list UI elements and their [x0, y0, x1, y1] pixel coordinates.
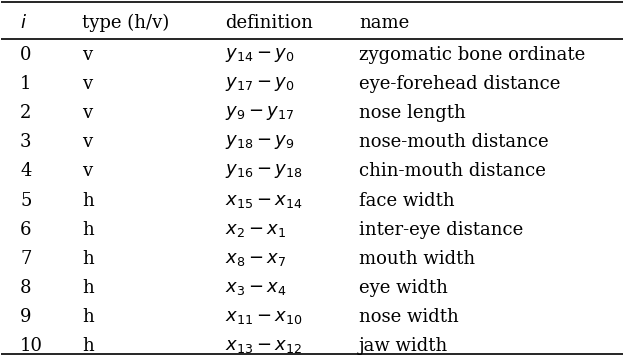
- Text: eye-forehead distance: eye-forehead distance: [359, 75, 560, 93]
- Text: $x_{8} - x_{7}$: $x_{8} - x_{7}$: [225, 250, 287, 268]
- Text: 10: 10: [20, 337, 43, 355]
- Text: $y_{16} - y_{18}$: $y_{16} - y_{18}$: [225, 162, 303, 180]
- Text: 3: 3: [20, 133, 31, 151]
- Text: $x_{2} - x_{1}$: $x_{2} - x_{1}$: [225, 221, 287, 239]
- Text: 4: 4: [20, 162, 31, 180]
- Text: $y_{17} - y_{0}$: $y_{17} - y_{0}$: [225, 75, 295, 93]
- Text: $x_{11} - x_{10}$: $x_{11} - x_{10}$: [225, 308, 303, 326]
- Text: zygomatic bone ordinate: zygomatic bone ordinate: [359, 46, 585, 64]
- Text: v: v: [82, 75, 92, 93]
- Text: $x_{13} - x_{12}$: $x_{13} - x_{12}$: [225, 337, 302, 355]
- Text: inter-eye distance: inter-eye distance: [359, 221, 523, 239]
- Text: nose-mouth distance: nose-mouth distance: [359, 133, 548, 151]
- Text: 8: 8: [20, 279, 31, 297]
- Text: 7: 7: [20, 250, 31, 268]
- Text: 0: 0: [20, 46, 31, 64]
- Text: h: h: [82, 221, 94, 239]
- Text: nose length: nose length: [359, 104, 466, 122]
- Text: v: v: [82, 162, 92, 180]
- Text: h: h: [82, 337, 94, 355]
- Text: v: v: [82, 104, 92, 122]
- Text: chin-mouth distance: chin-mouth distance: [359, 162, 546, 180]
- Text: 6: 6: [20, 221, 31, 239]
- Text: 5: 5: [20, 192, 31, 210]
- Text: h: h: [82, 250, 94, 268]
- Text: $i$: $i$: [20, 14, 27, 32]
- Text: $y_{14} - y_{0}$: $y_{14} - y_{0}$: [225, 46, 295, 64]
- Text: $y_{18} - y_{9}$: $y_{18} - y_{9}$: [225, 133, 295, 151]
- Text: v: v: [82, 46, 92, 64]
- Text: $y_{9} - y_{17}$: $y_{9} - y_{17}$: [225, 104, 294, 122]
- Text: name: name: [359, 14, 409, 32]
- Text: 9: 9: [20, 308, 31, 326]
- Text: mouth width: mouth width: [359, 250, 475, 268]
- Text: jaw width: jaw width: [359, 337, 448, 355]
- Text: nose width: nose width: [359, 308, 459, 326]
- Text: $x_{15} - x_{14}$: $x_{15} - x_{14}$: [225, 192, 303, 210]
- Text: h: h: [82, 279, 94, 297]
- Text: h: h: [82, 308, 94, 326]
- Text: type (h/v): type (h/v): [82, 14, 170, 32]
- Text: $x_{3} - x_{4}$: $x_{3} - x_{4}$: [225, 279, 287, 297]
- Text: v: v: [82, 133, 92, 151]
- Text: face width: face width: [359, 192, 454, 210]
- Text: h: h: [82, 192, 94, 210]
- Text: 2: 2: [20, 104, 31, 122]
- Text: definition: definition: [225, 14, 313, 32]
- Text: eye width: eye width: [359, 279, 448, 297]
- Text: 1: 1: [20, 75, 31, 93]
